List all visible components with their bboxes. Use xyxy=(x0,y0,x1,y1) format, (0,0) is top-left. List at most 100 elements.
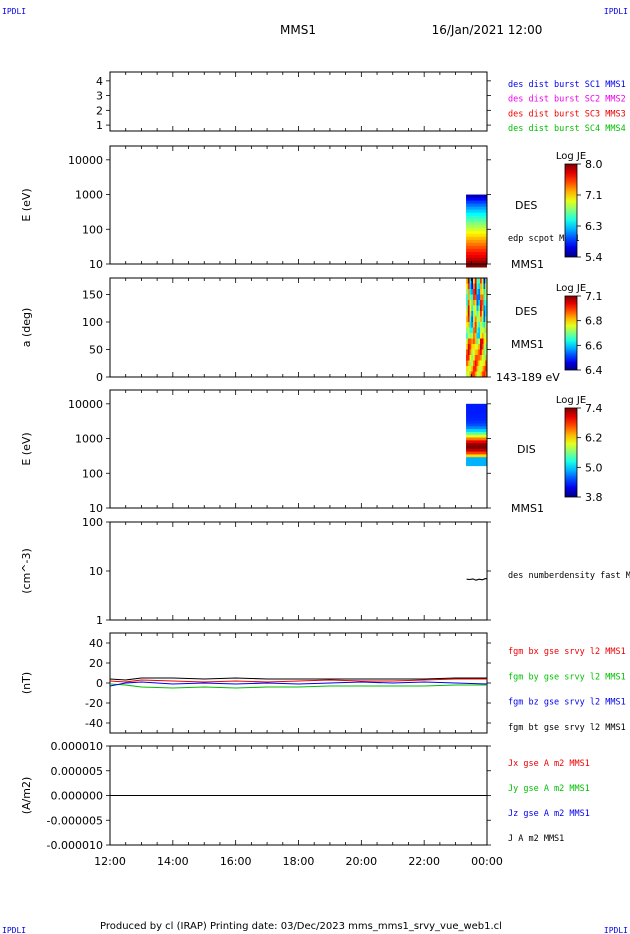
pitch-angle-cell xyxy=(473,327,476,334)
pitch-angle-cell xyxy=(466,355,469,361)
des-energy-cell xyxy=(466,197,487,202)
pitch-angle-cell xyxy=(474,333,478,339)
pitch-angle-cell xyxy=(471,344,474,350)
pitch-angle-cell xyxy=(483,300,486,306)
pitch-angle-cell xyxy=(483,327,486,334)
bfield-y-tick-label: -20 xyxy=(85,697,103,710)
pitch-angle-cell xyxy=(471,283,474,290)
des-energy-cell xyxy=(466,257,487,262)
pitch-angle-cell xyxy=(474,338,478,345)
colorbar-tick-label: 6.4 xyxy=(585,364,603,377)
pitch-angle-cell xyxy=(483,294,486,301)
pitch-angle-cell xyxy=(467,371,471,378)
des-pitch-label: DES xyxy=(515,305,537,318)
bfield-legend-entry: fgm bz gse srvy l2 MMS1 xyxy=(508,698,626,708)
current-y-tick-label: 0.000000 xyxy=(51,790,104,803)
corner-label-bl: IPDLI xyxy=(2,926,26,934)
current-legend-entry: Jx gse A m2 MMS1 xyxy=(508,759,590,769)
pitch-angle-cell xyxy=(481,316,485,323)
current-legend-entry: Jz gse A m2 MMS1 xyxy=(508,809,590,819)
pitch-colorbar-title: Log JE xyxy=(556,283,586,294)
dis-energy-cell xyxy=(466,429,487,433)
pitch-angle-cell xyxy=(485,289,488,295)
pitch-angle-cell xyxy=(476,283,479,290)
pitch-angle-cell xyxy=(476,349,479,356)
bfield-series-line xyxy=(109,681,488,687)
pitch-angle-cell xyxy=(483,371,486,378)
pitch-angle-cell xyxy=(481,338,485,345)
pitch-angle-cell xyxy=(473,322,476,328)
pitch-angle-cell xyxy=(469,311,472,317)
pitch-angle-cell xyxy=(481,333,485,339)
pitch-angle-cell xyxy=(476,316,479,323)
colorbar-tick-label: 5.0 xyxy=(585,461,603,474)
pitch-angle-cell xyxy=(471,278,474,284)
pitch-angle-cell xyxy=(473,344,476,350)
pitch-angle-cell xyxy=(485,371,488,378)
dis-energy-cell xyxy=(466,434,487,439)
dis-energy-cell xyxy=(466,423,487,427)
pitch-angle-cell xyxy=(471,327,474,334)
pitch-angle-cell xyxy=(473,355,476,361)
des-energy-y-tick-label: 100 xyxy=(82,223,103,236)
des-energy-ylabel: E (eV) xyxy=(20,188,33,221)
pitch-angle-cell xyxy=(476,322,479,328)
pitch-angle-cell xyxy=(473,333,476,339)
pitch-angle-cell xyxy=(481,289,485,295)
availability-y-tick-label: 3 xyxy=(96,90,103,103)
pitch-angle-cell xyxy=(478,294,481,301)
pitch-angle-cell xyxy=(485,305,488,312)
des-energy-cell xyxy=(466,239,487,244)
pitch-angle-cell xyxy=(466,294,469,301)
pitch-angle-cell xyxy=(467,278,471,284)
pitch-angle-cell xyxy=(483,278,486,284)
pitch-angle-cell xyxy=(474,327,478,334)
colorbar-tick-label: 7.1 xyxy=(585,189,603,202)
corner-label-br: IPDLI xyxy=(604,926,628,934)
pitch-angle-cell xyxy=(471,366,474,372)
dis-energy-cell xyxy=(466,454,487,458)
pitch-angle-cell xyxy=(471,371,474,378)
dis-energy-cell xyxy=(466,412,487,416)
pitch-angle-cell xyxy=(483,349,486,356)
mms1-label: MMS1 xyxy=(511,258,544,271)
pitch-angle-cell xyxy=(476,355,479,361)
x-tick-label: 20:00 xyxy=(345,855,377,868)
pitch-angle-cell xyxy=(473,366,476,372)
colorbar-tick-label: 7.4 xyxy=(585,402,603,415)
footer-text: Produced by cl (IRAP) Printing date: 03/… xyxy=(100,921,502,932)
pitch-angle-cell xyxy=(469,283,472,290)
pitch-angle-cell xyxy=(474,344,478,350)
dis-energy-cell xyxy=(466,448,487,453)
pitch-angle-cell xyxy=(478,355,481,361)
dis-energy-cell xyxy=(466,445,487,450)
pitch-angle-cell xyxy=(480,327,483,334)
pitch-angle-cell xyxy=(467,349,471,356)
pitch-angle-cell xyxy=(476,327,479,334)
pitch-angle-cell xyxy=(485,355,488,361)
pitch-angle-cell xyxy=(467,366,471,372)
pitch-angle-cell xyxy=(469,371,472,378)
pitch-angle-cell xyxy=(467,355,471,361)
pitch-angle-cell xyxy=(476,311,479,317)
pitch-angle-cell xyxy=(483,366,486,372)
des-energy-cell xyxy=(466,215,487,220)
pitch-angle-cell xyxy=(466,366,469,372)
pitch-angle-cell xyxy=(467,316,471,323)
des-energy-cell xyxy=(466,245,487,250)
colorbar-tick-label: 6.6 xyxy=(585,339,603,352)
pitch-angle-cell xyxy=(474,316,478,323)
pitch-angle-cell xyxy=(471,311,474,317)
pitch-angle-cell xyxy=(480,278,483,284)
dis-energy-y-tick-label: 10000 xyxy=(68,398,103,411)
pitch-angle-cell xyxy=(474,360,478,367)
pitch-angle-cell xyxy=(480,311,483,317)
legend-entry: des dist burst SC2 MMS2 xyxy=(508,95,626,105)
pitch-angle-cell xyxy=(471,333,474,339)
pitch-angle-cell xyxy=(476,289,479,295)
bfield-panel xyxy=(109,632,488,734)
des-energy-cell xyxy=(466,264,487,268)
current-ylabel: (A/m2) xyxy=(20,777,33,815)
des-energy-cell xyxy=(466,260,487,265)
pitch-y-tick-label: 100 xyxy=(82,316,103,329)
